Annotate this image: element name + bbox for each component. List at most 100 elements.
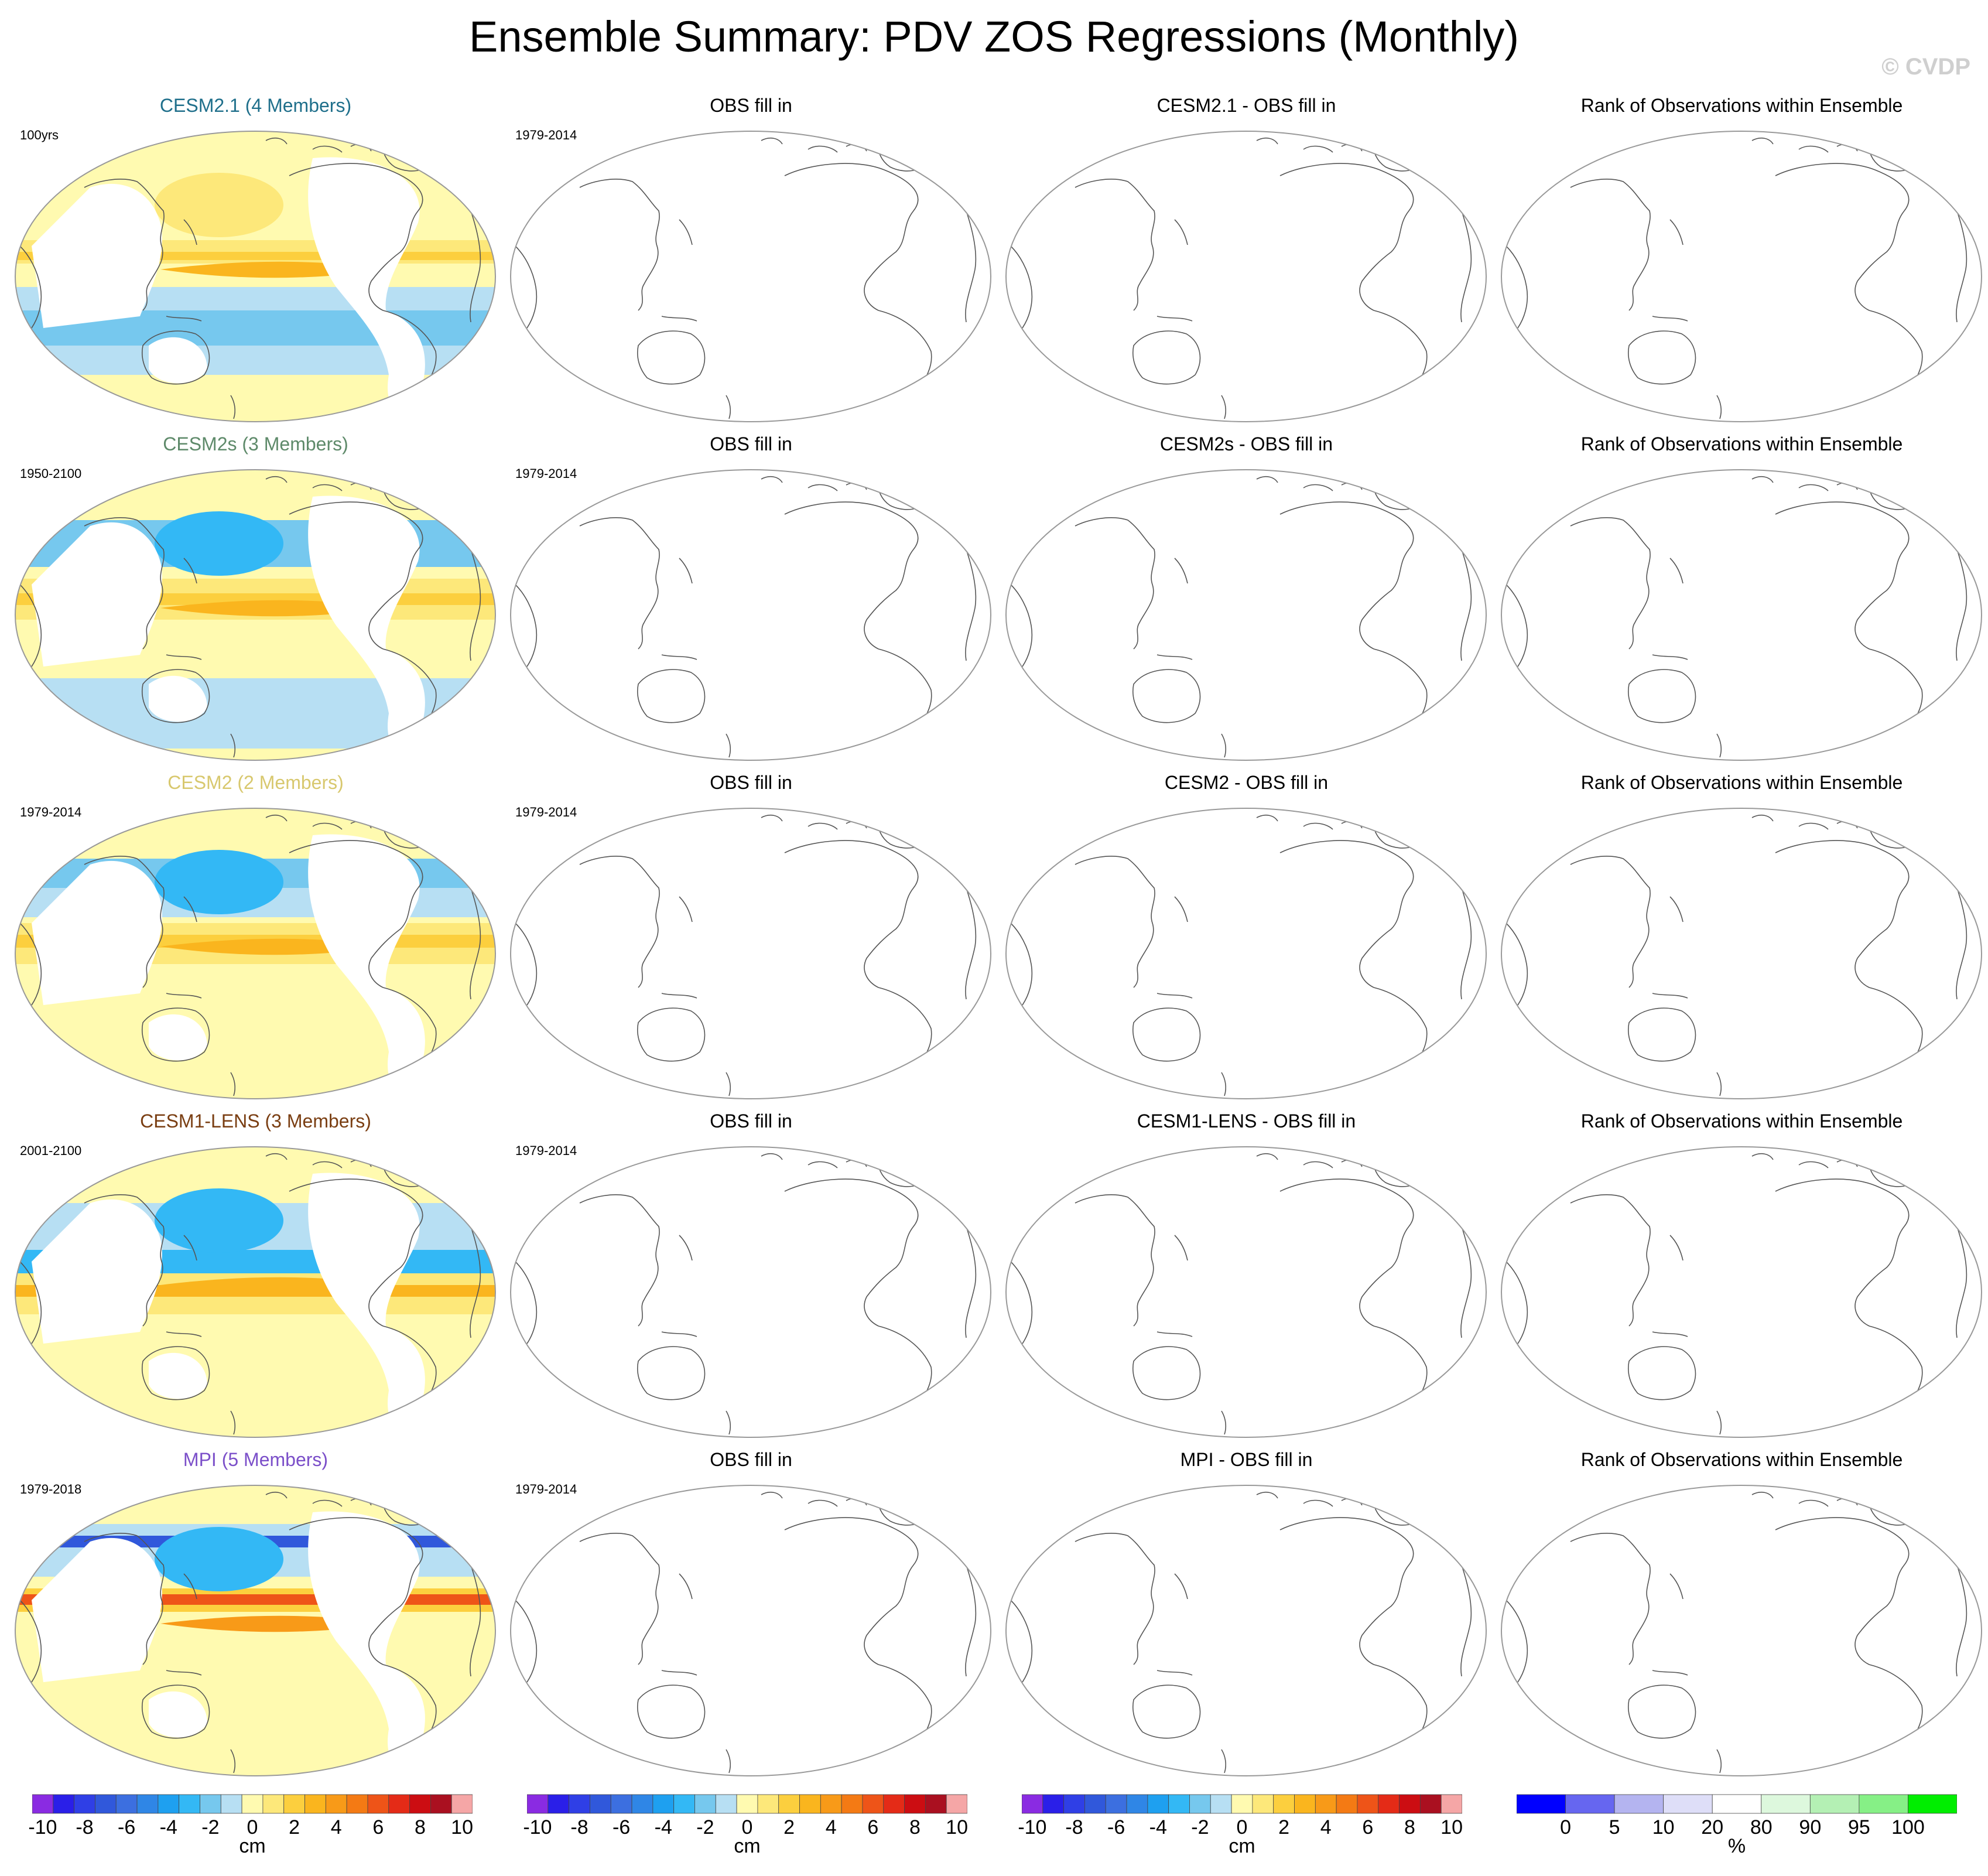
colorbar-swatches [32,1794,473,1814]
blank-map [1501,131,1982,422]
coastline [1156,993,1193,999]
colorbar-swatch [283,1794,305,1814]
coastline [515,1261,538,1344]
coastline [1775,1517,1910,1665]
colorbar-swatch [715,1794,737,1814]
coastline [1669,896,1684,922]
coastline [661,993,697,999]
colorbar-tick-label: 8 [415,1816,426,1839]
colorbar-unit: cm [239,1835,266,1857]
panel-title: OBS fill in [710,1110,792,1132]
panel-title: MPI (5 Members) [183,1449,329,1470]
coastline [1751,1491,1858,1507]
coastlines [515,1153,977,1437]
coastline [1570,856,1651,988]
coastline [1628,669,1696,723]
coastline [1221,395,1226,419]
colorbar-swatch [409,1794,431,1814]
coastline [661,1670,697,1676]
colorbar-tick-label: -4 [159,1816,177,1839]
coastline [230,1410,235,1435]
blank-map [1005,469,1487,761]
coastline [84,1533,165,1665]
blank-map [1501,1146,1982,1438]
coastline [142,1346,210,1400]
coastline [84,856,165,988]
colorbar-swatch [1252,1794,1274,1814]
obs-panel: OBS fill in 1979-2014 [504,94,998,428]
colorbar-swatch [757,1794,779,1814]
coastlines [1505,476,1968,760]
coastline [1174,1573,1188,1600]
colorbar-swatch [799,1794,821,1814]
coastline [878,648,932,760]
coastline [784,501,919,650]
coastline [142,669,210,723]
model-map [15,808,496,1099]
coastline [1075,517,1155,650]
coastline [1256,1491,1363,1507]
colorbar-swatch [631,1794,653,1814]
colorbar-swatch [388,1794,410,1814]
colorbar-swatches [1517,1794,1957,1814]
coastline [878,310,932,422]
coastline [661,654,697,660]
map-border [1501,469,1982,761]
colorbar-tick-label: 6 [1362,1816,1374,1839]
map-border [1501,131,1982,422]
blank-map [1005,131,1487,422]
colorbar-swatch [346,1794,368,1814]
colorbar-swatch [590,1794,611,1814]
difference-panel: MPI - OBS fill in [999,1448,1494,1782]
coastline [679,558,693,584]
coastline [1868,1156,1925,1187]
panel-title: CESM2.1 - OBS fill in [1156,95,1336,116]
coastline [1069,1425,1427,1437]
colorbar-swatch [527,1794,549,1814]
colorbar-swatch [325,1794,347,1814]
panel-period: 1979-2018 [20,1482,82,1496]
coastline [1868,817,1925,849]
coastline [1628,1684,1696,1739]
coastlines [1505,814,1968,1099]
panel-title: CESM1-LENS (3 Members) [140,1110,371,1132]
coastline [1373,310,1428,422]
panel-title: Rank of Observations within Ensemble [1580,1449,1903,1470]
coastline [877,479,935,510]
coastline [1564,748,1922,760]
panel-period: 1979-2014 [515,466,577,481]
colorbar-tick-label: 0 [1236,1816,1248,1839]
panel-title: Rank of Observations within Ensemble [1580,772,1903,793]
colorbar-swatch [262,1794,285,1814]
colorbar-tick-label: 2 [289,1816,300,1839]
coastline [1669,1573,1684,1600]
panel-title: CESM2 - OBS fill in [1164,772,1329,793]
coastline [230,395,235,419]
map-border [15,1485,496,1776]
colorbar-swatch [304,1794,326,1814]
blank-map [510,1485,991,1776]
rank-panel: Rank of Observations within Ensemble [1494,1448,1988,1782]
coastline [1156,1670,1193,1676]
colorbar: -10 -8 -6 -4 -2 0 2 4 6 8 10 cm [1018,1794,1463,1870]
coastline [1373,1664,1428,1776]
land-mask [32,157,425,411]
coastline [1652,1331,1688,1337]
coastline [965,1226,977,1338]
coastline [679,1235,693,1261]
filled-regression-field [15,1147,495,1437]
coastline [515,922,538,1006]
coastline [1564,1764,1922,1776]
coastline [1132,1007,1201,1062]
coastline [637,1346,706,1400]
filled-regression-field [15,470,495,760]
colorbar-tick-label: 2 [783,1816,795,1839]
coastline [761,814,867,830]
coastline [1652,654,1688,660]
coastline [1010,1600,1033,1683]
model-map [15,1485,496,1776]
coastline [1256,476,1363,491]
obs-panel: OBS fill in 1979-2014 [504,1109,998,1443]
coastline [1279,1178,1414,1327]
coastline [1669,219,1684,245]
